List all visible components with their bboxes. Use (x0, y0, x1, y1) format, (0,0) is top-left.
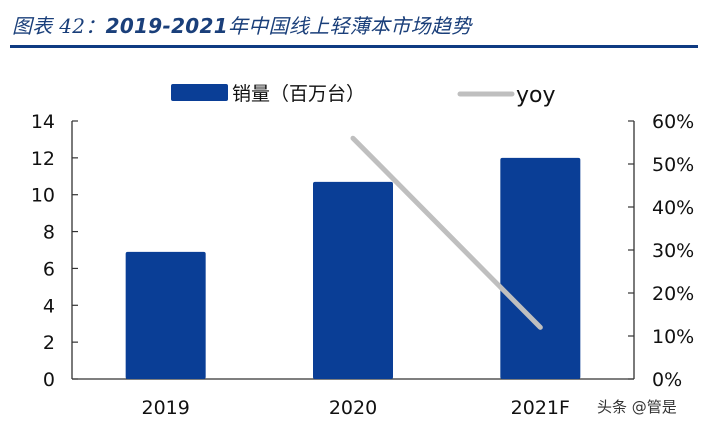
chart-title: 图表 42：2019-2021年中国线上轻薄本市场趋势 (12, 10, 472, 39)
title-years: 2019-2021 (105, 14, 228, 38)
right-tick-label: 10% (652, 326, 694, 348)
left-tick-label: 8 (43, 222, 55, 244)
x-tick-label: 2021F (511, 397, 570, 419)
legend-line-label: yoy (516, 83, 556, 108)
bar-2021F (500, 157, 581, 379)
bar-2020 (313, 181, 393, 379)
right-tick-label: 40% (652, 197, 694, 219)
left-tick-label: 6 (43, 258, 55, 280)
bars (125, 157, 581, 379)
legend: 销量（百万台） yoy (171, 83, 556, 108)
right-tick-label: 0% (652, 369, 682, 391)
watermark: 头条 @管是 (597, 398, 677, 416)
left-tick-label: 0 (43, 369, 55, 391)
yoy-polyline (350, 135, 543, 330)
left-tick-label: 4 (43, 295, 55, 317)
right-tick-label: 50% (652, 154, 694, 176)
left-tick-label: 14 (31, 111, 55, 133)
x-tick-label: 2019 (141, 397, 189, 419)
legend-bar-swatch (171, 84, 228, 101)
axes: 0 2 4 6 8 10 12 14 0% 10% 20% 30% 40% 50% 60% 2019 2020 2… (31, 111, 694, 419)
right-tick-label: 60% (652, 111, 694, 133)
legend-bar-label: 销量（百万台） (232, 83, 365, 105)
bar-2019 (125, 251, 206, 379)
left-tick-label: 12 (31, 148, 55, 170)
yoy-line (350, 135, 543, 330)
x-tick-label: 2020 (329, 397, 377, 419)
title-prefix: 图表 42： (12, 14, 106, 38)
left-tick-label: 2 (43, 332, 55, 354)
title-suffix: 年中国线上轻薄本市场趋势 (227, 14, 472, 38)
right-tick-label: 30% (652, 240, 694, 262)
title-divider (10, 45, 698, 48)
left-tick-label: 10 (31, 185, 55, 207)
right-tick-label: 20% (652, 283, 694, 305)
